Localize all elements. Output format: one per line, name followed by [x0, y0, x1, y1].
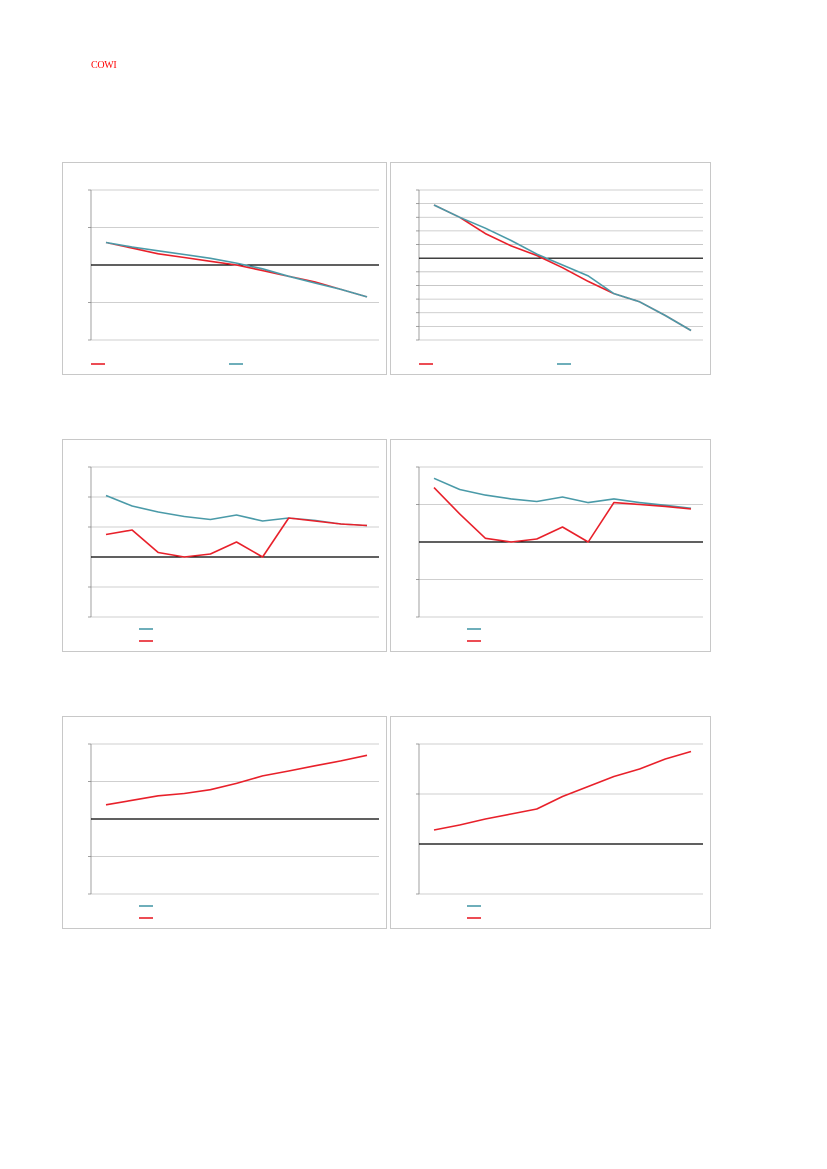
- series-line-2: [433, 750, 692, 831]
- chart-svg: [416, 189, 703, 365]
- series-line-2: [433, 204, 692, 332]
- series-line-1: [433, 477, 692, 510]
- chart-panel-3: [62, 439, 387, 652]
- series-line-2: [105, 517, 368, 558]
- series-line-2: [105, 241, 368, 298]
- chart-svg: [88, 189, 379, 365]
- cowi-logo: COWI: [91, 60, 117, 71]
- chart-panel-1: [62, 162, 387, 375]
- chart-svg: [88, 466, 379, 642]
- chart-panel-5: [62, 716, 387, 929]
- chart-panel-2: [390, 162, 711, 375]
- series-line-2: [105, 754, 368, 806]
- series-line-2: [433, 487, 692, 543]
- chart-svg: [88, 743, 379, 919]
- chart-panel-4: [390, 439, 711, 652]
- series-line-1: [105, 241, 368, 298]
- series-line-1: [433, 204, 692, 332]
- series-line-1: [105, 494, 368, 527]
- chart-svg: [416, 466, 703, 642]
- chart-panel-6: [390, 716, 711, 929]
- chart-svg: [416, 743, 703, 919]
